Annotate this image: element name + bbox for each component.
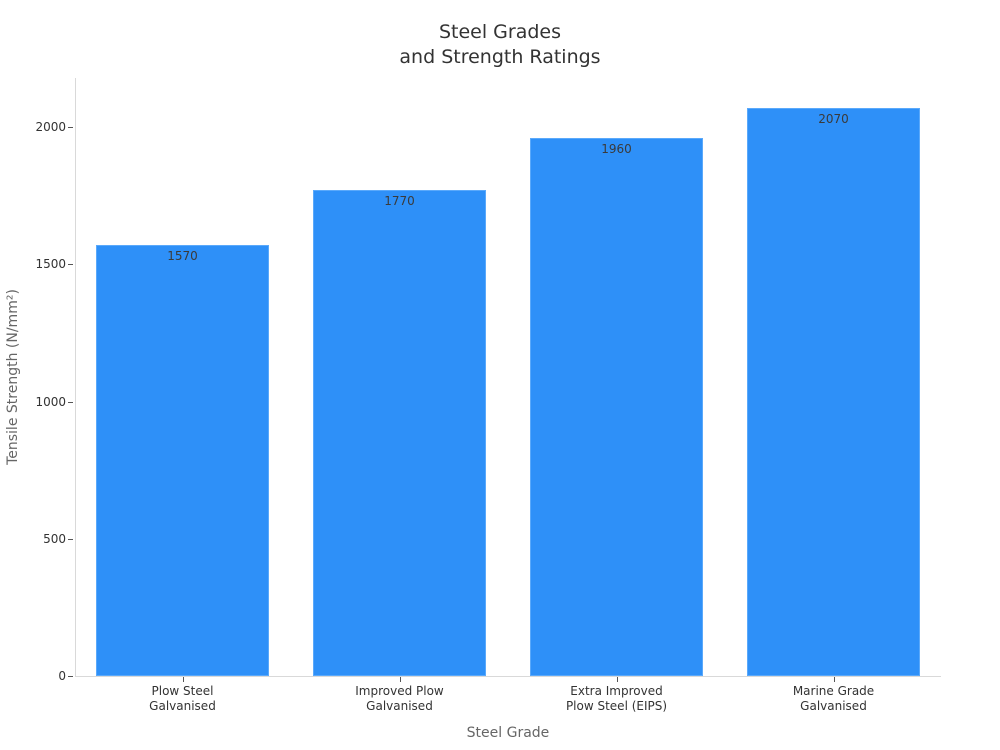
- y-tick: 2000: [0, 120, 74, 134]
- y-axis-line: [75, 78, 76, 677]
- x-axis-line: [75, 676, 941, 677]
- chart-title: Steel Grades and Strength Ratings: [0, 20, 1000, 70]
- y-tick: 1500: [0, 257, 74, 271]
- bar-value-label: 1570: [167, 249, 198, 264]
- x-tick-label: Improved Plow Galvanised: [355, 684, 444, 713]
- x-tick: [616, 677, 618, 682]
- bar: 1770: [313, 190, 486, 676]
- y-tick-label: 2000: [35, 120, 66, 134]
- bar: 1960: [530, 137, 703, 676]
- bar: 2070: [747, 107, 920, 676]
- x-axis-title: Steel Grade: [466, 725, 550, 741]
- y-tick: 500: [0, 532, 74, 546]
- y-axis-title: Tensile Strength (N/mm²): [5, 289, 21, 465]
- y-tick-label: 1000: [35, 394, 66, 409]
- x-tick: [399, 677, 401, 682]
- bar: 1570: [96, 245, 269, 676]
- x-tick: [182, 677, 184, 682]
- y-tick: 0: [0, 669, 74, 683]
- bar-value-label: 1960: [601, 141, 632, 156]
- y-tick-label: 0: [58, 669, 66, 683]
- x-tick-label: Extra Improved Plow Steel (EIPS): [565, 684, 668, 713]
- bar-value-label: 2070: [818, 111, 849, 126]
- y-tick-label: 1500: [35, 257, 66, 272]
- x-tick-label: Plow Steel Galvanised: [149, 684, 216, 713]
- y-tick-label: 500: [43, 531, 66, 546]
- chart-title-line-2: and Strength Ratings: [399, 46, 601, 68]
- bar-value-label: 1770: [384, 194, 415, 209]
- chart-title-line-1: Steel Grades: [438, 21, 562, 43]
- x-tick: [833, 677, 835, 682]
- y-tick: 1000: [0, 395, 74, 409]
- x-tick-label: Marine Grade Galvanised: [792, 684, 875, 713]
